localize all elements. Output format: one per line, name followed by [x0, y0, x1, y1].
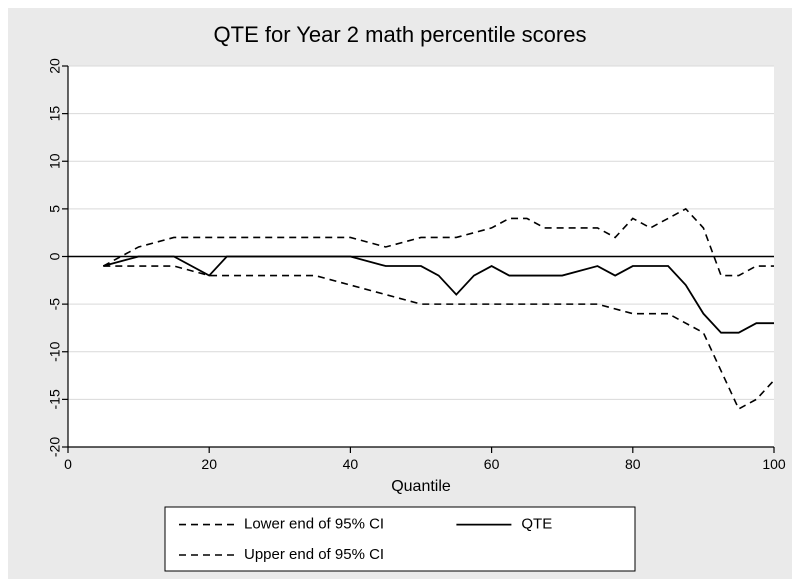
x-tick-label: 20 [201, 456, 217, 472]
x-tick-label: 80 [625, 456, 641, 472]
y-tick-label: -15 [47, 389, 63, 409]
legend-label-qte: QTE [521, 516, 552, 533]
x-tick-label: 100 [762, 456, 786, 472]
legend-box [165, 507, 635, 571]
chart-title: QTE for Year 2 math percentile scores [214, 22, 587, 47]
x-axis-label: Quantile [391, 478, 451, 495]
x-tick-label: 60 [484, 456, 500, 472]
x-tick-label: 40 [343, 456, 359, 472]
y-tick-label: 15 [47, 106, 63, 122]
y-tick-label: 5 [47, 205, 63, 213]
chart-svg: 0 20 40 60 80 100 -20 -15 -10 -5 0 5 10 15 20 Quantile Q… [8, 8, 792, 579]
y-tick-label: -10 [47, 341, 63, 361]
y-tick-label: -5 [47, 298, 63, 311]
legend-label-upper: Upper end of 95% CI [244, 546, 384, 563]
x-tick-label: 0 [64, 456, 72, 472]
y-tick-label: -20 [47, 437, 63, 457]
y-tick-label: 20 [47, 58, 63, 74]
legend-label-lower: Lower end of 95% CI [244, 516, 384, 533]
y-tick-label: 10 [47, 153, 63, 169]
chart-frame: 0 20 40 60 80 100 -20 -15 -10 -5 0 5 10 15 20 Quantile Q… [0, 0, 800, 587]
y-tick-label: 0 [47, 252, 63, 260]
